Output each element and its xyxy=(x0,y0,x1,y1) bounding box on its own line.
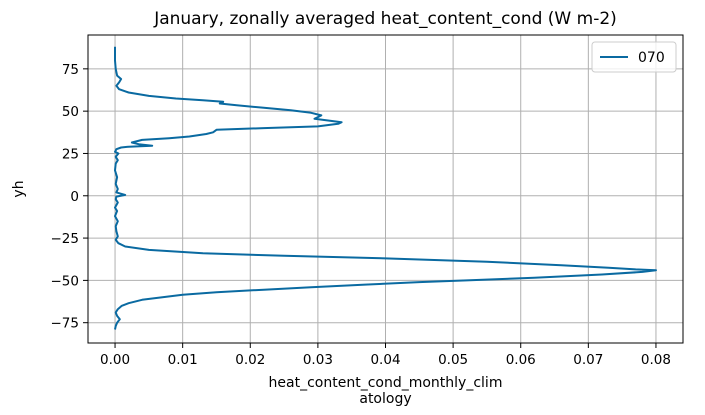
chart-title: January, zonally averaged heat_content_c… xyxy=(153,9,617,29)
series-layer xyxy=(114,46,657,330)
y-tick-label: −25 xyxy=(51,231,80,247)
x-tick-label: 0.04 xyxy=(370,352,400,368)
y-tick-label: 50 xyxy=(62,104,79,120)
y-tick-label: 25 xyxy=(62,146,79,162)
x-tick-label: 0.07 xyxy=(573,352,603,368)
legend-box xyxy=(591,41,677,73)
x-tick-label: 0.08 xyxy=(641,352,671,368)
series-line-070 xyxy=(114,46,657,330)
x-tick-label: 0.05 xyxy=(438,352,468,368)
x-tick-label: 0.06 xyxy=(506,352,536,368)
y-tick-label: −75 xyxy=(51,316,80,332)
legend-label-070: 070 xyxy=(638,50,665,66)
x-tick-label: 0.01 xyxy=(168,352,198,368)
x-axis-label-line-2: atology xyxy=(359,391,411,407)
grid xyxy=(88,35,683,343)
x-axis-label-line-1: heat_content_cond_monthly_clim xyxy=(269,375,503,391)
x-tick-label: 0.00 xyxy=(100,352,130,368)
y-tick-label: 0 xyxy=(70,189,79,205)
legend: 070 xyxy=(591,41,677,73)
x-tick-label: 0.02 xyxy=(235,352,265,368)
y-tick-label: −50 xyxy=(51,273,80,289)
y-tick-label: 75 xyxy=(62,62,79,78)
y-axis-label: yh xyxy=(11,180,27,197)
axes: 0.00 0.01 0.02 0.03 0.04 0.05 0.06 0.07 0.08 −75 −… xyxy=(51,34,684,368)
x-tick-label: 0.03 xyxy=(303,352,333,368)
